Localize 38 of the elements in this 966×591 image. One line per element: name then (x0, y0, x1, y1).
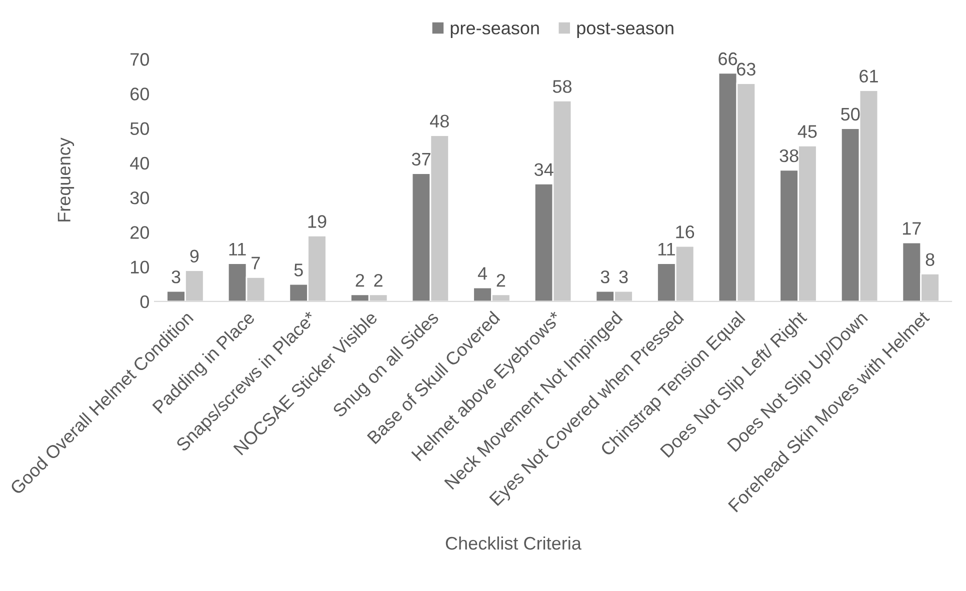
y-tick-label: 60 (130, 88, 149, 100)
x-axis-title: Checklist Criteria (446, 536, 582, 550)
data-label: 38 (780, 149, 798, 162)
data-label: 34 (534, 163, 554, 176)
y-tick-label: 10 (130, 260, 149, 274)
data-label: 11 (229, 243, 246, 256)
data-label: 7 (252, 256, 260, 270)
data-label: 61 (860, 70, 878, 83)
data-label: 17 (903, 222, 921, 235)
data-label: 2 (496, 274, 506, 287)
data-label: 9 (190, 250, 199, 263)
data-label: 58 (552, 80, 572, 93)
y-tick-label: 50 (130, 122, 149, 136)
data-label: 3 (619, 270, 628, 284)
data-label: 4 (478, 267, 488, 280)
legend-label: post-season (577, 22, 674, 38)
data-label: 37 (412, 152, 430, 166)
data-label: 8 (926, 253, 934, 266)
data-label: 16 (676, 226, 694, 238)
data-label: 3 (172, 270, 180, 284)
data-label: 2 (374, 274, 382, 287)
data-label: 11 (658, 243, 675, 256)
data-label: 19 (308, 215, 326, 228)
y-tick-label: 0 (140, 295, 149, 308)
data-label: 66 (718, 52, 737, 66)
y-axis-title: Frequency (58, 138, 74, 222)
data-label: 5 (294, 264, 303, 276)
data-label: 48 (430, 114, 449, 128)
y-tick-label: 30 (130, 191, 149, 204)
y-tick-label: 20 (130, 226, 149, 239)
data-label: 63 (737, 62, 756, 76)
data-label: 3 (600, 270, 610, 284)
y-tick-label: 70 (130, 53, 149, 66)
legend-label: pre-season (450, 24, 539, 38)
data-label: 50 (841, 108, 860, 121)
data-label: 45 (798, 125, 817, 138)
data-label: 2 (356, 274, 364, 287)
y-tick-label: 40 (130, 156, 149, 170)
